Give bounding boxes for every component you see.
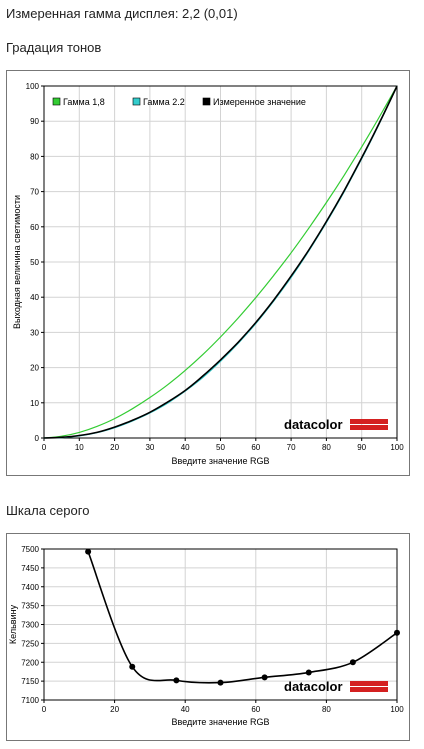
x-tick-label: 100 [390,705,404,714]
y-tick-label: 40 [30,293,39,302]
logo-red-bar [350,687,388,692]
x-tick-label: 50 [216,443,225,452]
y-tick-label: 90 [30,117,39,126]
y-tick-label: 7250 [21,639,39,648]
legend-label: Гамма 2.2 [143,97,185,107]
data-point [129,663,136,670]
tone-gradation-chart-panel: 0 10 20 30 40 50 60 70 80 90 100 0 10 20 30 40 50 60 70 80 9… [6,70,410,476]
data-point [394,629,400,636]
y-tick-label: 20 [30,364,39,373]
y-tick-label: 10 [30,399,39,408]
x-tick-label: 60 [251,705,260,714]
x-tick-label: 0 [42,443,47,452]
grayscale-chart-panel: 0 20 40 60 80 100 7100 7150 7200 7250 7300 7350 7400… [6,533,410,741]
y-tick-label: 100 [26,82,40,91]
data-point [217,679,224,686]
x-axis-label: Введите значение RGB [172,717,270,727]
y-tick-label: 7350 [21,602,39,611]
x-tick-label: 10 [75,443,84,452]
datacolor-logo: datacolor [284,679,343,694]
tone-gradation-title: Градация тонов [6,40,102,55]
tone-gradation-chart: 0 10 20 30 40 50 60 70 80 90 100 0 10 20 30 40 50 60 70 80 9… [12,82,404,466]
x-tick-label: 20 [110,705,119,714]
y-tick-label: 50 [30,258,39,267]
data-point [349,659,356,666]
legend-swatch [132,97,141,106]
x-tick-label: 80 [322,705,331,714]
legend-label: Измеренное значение [213,97,306,107]
y-tick-label: 7150 [21,677,39,686]
data-point [85,548,92,555]
y-tick-label: 0 [35,434,40,443]
plot-frame [43,548,398,701]
x-axis-label: Введите значение RGB [172,456,270,466]
legend-swatch [52,97,61,106]
legend-label: Гамма 1,8 [63,97,105,107]
data-point [173,677,180,684]
y-tick-label: 7100 [21,696,39,705]
x-tick-label: 60 [251,443,260,452]
logo-red-bar [350,681,388,686]
x-tick-label: 40 [181,443,190,452]
x-tick-label: 20 [110,443,119,452]
y-tick-label: 60 [30,223,39,232]
datacolor-logo: datacolor [284,417,343,432]
series-line [43,85,398,439]
grayscale-title: Шкала серого [6,503,90,518]
x-tick-label: 40 [181,705,190,714]
y-tick-label: 7400 [21,583,39,592]
x-tick-label: 90 [357,443,366,452]
y-tick-label: 7450 [21,564,39,573]
grayscale-chart: 0 20 40 60 80 100 7100 7150 7200 7250 7300 7350 7400… [8,545,404,727]
y-axis-label: Кельвину [8,604,18,644]
series-line [87,551,398,684]
y-tick-label: 30 [30,328,39,337]
series-line [43,85,398,439]
legend-swatch [202,97,211,106]
data-point [261,674,268,681]
logo-red-bar [350,419,388,424]
x-tick-label: 80 [322,443,331,452]
x-tick-label: 100 [390,443,404,452]
logo-red-bar [350,425,388,430]
y-tick-label: 7500 [21,545,39,554]
y-tick-label: 7200 [21,658,39,667]
y-axis-label: Выходная величина светимости [12,195,22,329]
plot-frame [43,85,398,439]
x-tick-label: 30 [145,443,154,452]
y-tick-label: 80 [30,152,39,161]
measured-gamma-summary: Измеренная гамма дисплея: 2,2 (0,01) [6,6,238,21]
x-tick-label: 70 [287,443,296,452]
y-tick-label: 7300 [21,621,39,630]
x-tick-label: 0 [42,705,47,714]
y-tick-label: 70 [30,188,39,197]
data-point [305,669,312,676]
